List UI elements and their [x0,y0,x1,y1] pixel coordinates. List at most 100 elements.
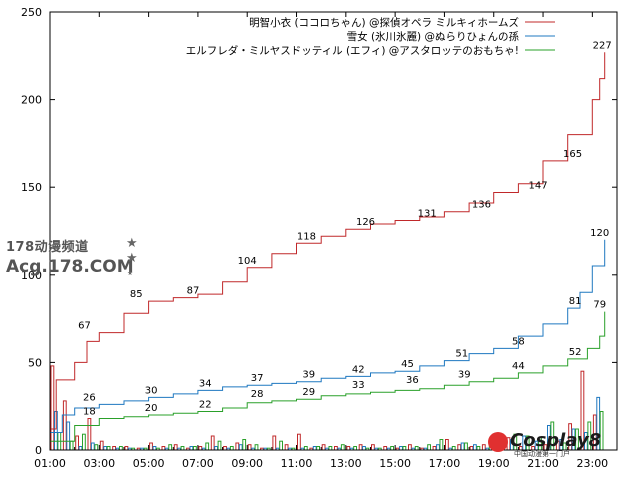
y-tick-label-0: 0 [35,444,42,457]
bar-red-42 [568,423,573,451]
bar-green-4 [106,446,111,451]
bar-red-25 [358,444,363,451]
legend-label-0: 明智小衣 (ココロちゃん) @探偵オペラ ミルキィホームズ [249,16,519,29]
x-tick-label-4: 09:00 [231,457,263,470]
data-label-1-10: 120 [590,228,609,239]
data-label-2-5: 33 [352,380,365,391]
bar-green-16 [254,444,259,451]
bar-green-14 [229,446,234,451]
bar-red-34 [469,446,474,451]
x-tick-label-2: 05:00 [133,457,165,470]
bar-red-0 [50,365,55,451]
bar-green-33 [464,442,468,451]
bar-green-24 [353,446,358,451]
data-label-0-10: 227 [593,40,612,51]
bar-green-40 [550,421,555,451]
bar-green-31 [439,439,444,451]
data-label-layer: 67 85 87 104 118 126 131 136 147 165 227 26 30 34 37 39… [78,40,612,417]
bar-green-20 [303,446,308,451]
bar-blue-28 [399,446,403,451]
bar-green-15 [242,439,247,451]
data-label-2-3: 28 [251,389,264,400]
series-line-0 [50,52,606,430]
legend-label-1: 雪女 (氷川氷麗) @ぬらりひょんの孫 [347,30,520,43]
data-label-0-2: 87 [187,286,200,297]
y-tick-label-2: 100 [21,269,42,282]
bar-red-33 [457,444,462,451]
bar-green-32 [451,446,456,451]
data-label-1-5: 42 [352,364,365,375]
bar-red-14 [223,446,227,451]
y-tick-label-1: 50 [28,356,42,369]
data-label-2-6: 36 [406,375,419,386]
bar-red-12 [198,446,203,451]
bar-red-23 [334,446,338,451]
y-tick-label-3: 150 [21,181,42,194]
bar-red-16 [247,444,252,451]
data-label-2-1: 20 [145,403,158,414]
data-label-0-9: 165 [563,149,582,160]
bar-red-43 [580,370,585,451]
legend-label-2: エルフレダ・ミルヤスドッティル (エフィ) @アスタロッテのおもちゃ! [186,44,519,57]
bar-red-22 [321,444,326,451]
bar-blue-42 [571,428,576,451]
bar-green-21 [316,446,321,451]
bar-green-37 [513,433,518,451]
x-tick-label-10: 21:00 [527,457,559,470]
bar-red-19 [284,444,289,451]
data-label-1-3: 37 [251,373,264,384]
bar-red-3 [87,418,92,451]
bar-red-15 [235,442,240,451]
bar-red-41 [555,440,560,451]
bar-blue-38 [522,435,527,451]
bar-red-10 [173,444,178,451]
x-tick-label-5: 11:00 [281,457,313,470]
data-label-2-8: 44 [512,361,525,372]
series-line-2 [50,311,606,442]
x-tick-label-8: 17:00 [429,457,461,470]
bar-green-10 [180,446,185,451]
bar-green-13 [217,440,222,451]
bar-blue-39 [534,440,539,451]
data-label-2-7: 39 [458,370,471,381]
data-label-2-0: 18 [83,407,96,418]
bar-blue-34 [473,444,477,451]
bar-green-1 [69,440,74,451]
plot-frame [49,11,618,451]
bar-green-39 [538,437,542,451]
bar-red-37 [506,437,511,451]
data-label-0-7: 136 [472,200,491,211]
bar-green-27 [390,446,395,451]
data-label-1-9: 81 [569,296,582,307]
data-label-2-2: 22 [199,400,212,411]
bar-blue-43 [584,432,588,451]
bar-blue-44 [596,396,601,451]
bar-green-43 [587,421,592,451]
x-tick-label-3: 07:00 [182,457,214,470]
bar-green-3 [94,444,99,451]
bar-blue-41 [559,439,564,451]
data-label-0-3: 104 [238,256,257,267]
bar-green-38 [525,435,530,451]
bar-blue-37 [510,439,514,451]
series-line-1 [50,239,606,433]
bar-green-28 [402,446,407,451]
bar-blue-13 [214,446,218,451]
bar-green-29 [414,446,419,451]
data-label-0-6: 131 [418,209,437,220]
x-tick-label-9: 19:00 [478,457,510,470]
data-label-2-10: 79 [593,300,606,311]
data-label-1-6: 45 [401,359,414,370]
bar-red-35 [481,444,486,451]
bar-red-2 [75,435,79,451]
x-tick-label-11: 23:00 [576,457,608,470]
data-label-1-8: 58 [512,336,525,347]
bar-green-18 [279,440,284,451]
bar-blue-31 [436,444,440,451]
bar-blue-11 [189,446,194,451]
bar-red-38 [518,446,523,451]
bar-red-44 [592,414,597,451]
bar-red-40 [543,444,548,451]
data-label-0-1: 85 [130,289,143,300]
